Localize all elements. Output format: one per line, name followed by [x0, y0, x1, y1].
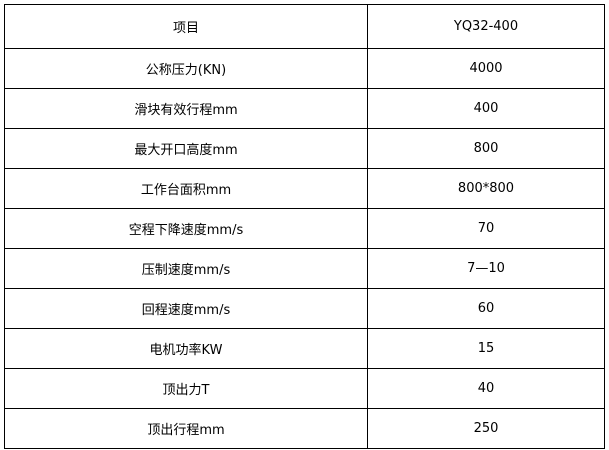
param-value: 250: [367, 408, 605, 449]
param-name: 公称压力(KN): [4, 48, 368, 89]
param-value: 800*800: [367, 168, 605, 209]
table-row: 工作台面积mm 800*800: [4, 168, 605, 209]
table-header-row: 项目 YQ32-400: [4, 4, 605, 49]
param-name: 顶出力T: [4, 368, 368, 409]
param-name: 电机功率KW: [4, 328, 368, 369]
param-name: 顶出行程mm: [4, 408, 368, 449]
param-name: 压制速度mm/s: [4, 248, 368, 289]
param-name: 滑块有效行程mm: [4, 88, 368, 129]
param-value: 40: [367, 368, 605, 409]
param-name: 回程速度mm/s: [4, 288, 368, 329]
param-name: 空程下降速度mm/s: [4, 208, 368, 249]
param-value: 400: [367, 88, 605, 129]
table-row: 顶出力T 40: [4, 368, 605, 409]
param-value: 15: [367, 328, 605, 369]
param-value: 7—10: [367, 248, 605, 289]
table-row: 空程下降速度mm/s 70: [4, 208, 605, 249]
param-value: 70: [367, 208, 605, 249]
table-row: 回程速度mm/s 60: [4, 288, 605, 329]
param-name: 最大开口高度mm: [4, 128, 368, 169]
param-value: 800: [367, 128, 605, 169]
table-row: 公称压力(KN) 4000: [4, 48, 605, 89]
param-name: 工作台面积mm: [4, 168, 368, 209]
spec-table: 项目 YQ32-400 公称压力(KN) 4000 滑块有效行程mm 400 最大开口高…: [4, 4, 605, 449]
table-row: 压制速度mm/s 7—10: [4, 248, 605, 289]
table-row: 电机功率KW 15: [4, 328, 605, 369]
param-value: 60: [367, 288, 605, 329]
header-model: YQ32-400: [367, 4, 605, 49]
header-item: 项目: [4, 4, 368, 49]
table-row: 顶出行程mm 250: [4, 408, 605, 449]
param-value: 4000: [367, 48, 605, 89]
table-row: 最大开口高度mm 800: [4, 128, 605, 169]
table-row: 滑块有效行程mm 400: [4, 88, 605, 129]
